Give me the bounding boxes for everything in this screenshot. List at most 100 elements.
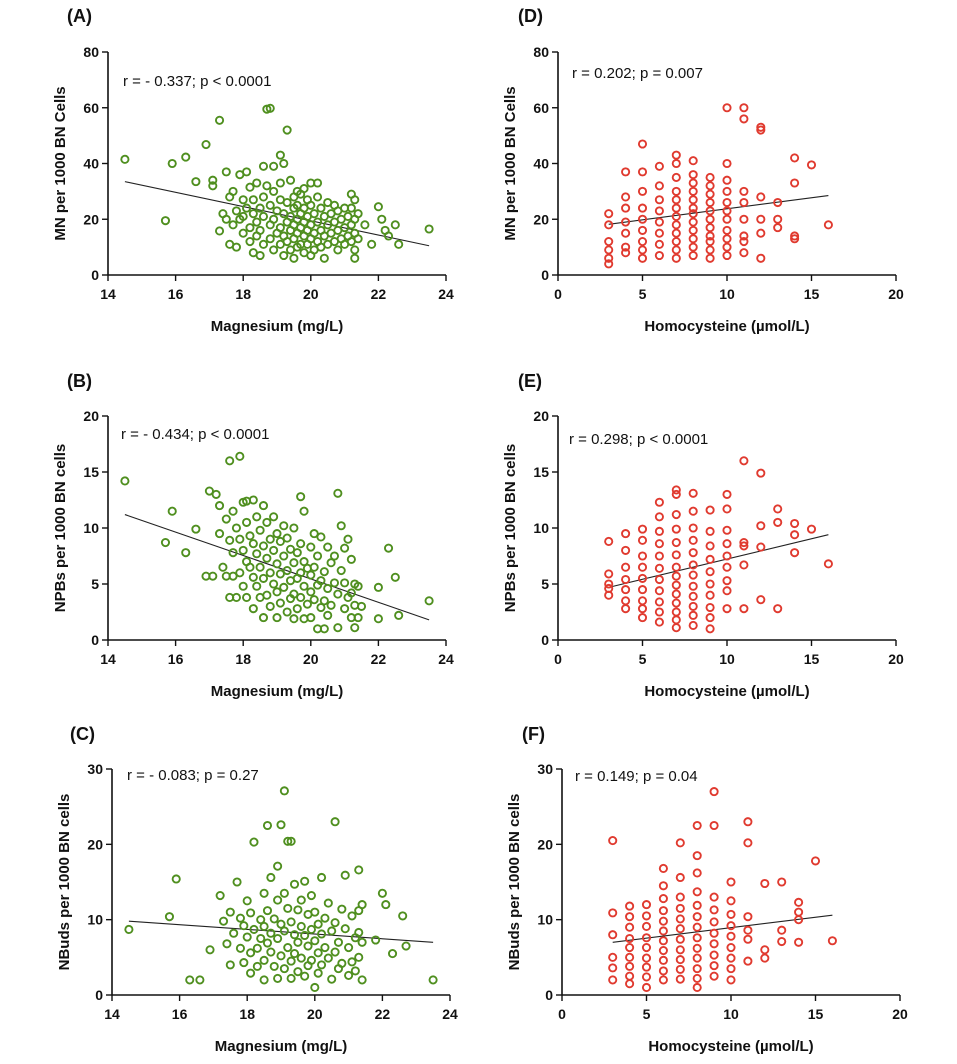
y-axis-title: NPBs per 1000 BN cells	[52, 444, 69, 612]
data-point	[282, 566, 292, 576]
x-tick-label: 18	[235, 651, 251, 667]
data-point	[688, 242, 698, 252]
y-tick-label: 60	[533, 100, 549, 116]
data-point	[310, 982, 320, 993]
y-axis-title: NPBs per 1000 BN cells	[502, 444, 519, 612]
data-point	[343, 534, 353, 544]
data-point	[273, 895, 283, 905]
correlation-stat: r = 0.298; p < 0.0001	[569, 431, 708, 448]
data-point	[688, 209, 698, 219]
data-point	[269, 161, 279, 171]
data-point	[608, 975, 618, 985]
data-point	[286, 836, 296, 846]
data-point	[688, 548, 698, 558]
data-point	[320, 942, 330, 953]
data-point	[259, 975, 269, 985]
data-point	[231, 592, 241, 602]
data-point	[705, 231, 715, 241]
data-point	[120, 154, 130, 164]
data-point	[637, 613, 648, 623]
data-point	[221, 167, 231, 177]
data-point	[242, 203, 252, 213]
data-point	[242, 932, 252, 942]
data-point	[323, 953, 333, 963]
data-point	[181, 548, 191, 558]
data-point	[272, 613, 282, 623]
data-point	[705, 505, 715, 515]
data-point	[621, 529, 631, 539]
data-point	[773, 197, 783, 208]
data-point	[214, 529, 225, 539]
data-point	[790, 548, 800, 558]
data-point	[390, 572, 400, 582]
data-point	[265, 601, 275, 611]
data-point	[248, 539, 258, 549]
data-point	[756, 253, 766, 263]
data-point	[658, 966, 668, 976]
data-point	[604, 259, 614, 269]
data-point	[191, 524, 201, 534]
data-point	[279, 786, 289, 796]
data-point	[262, 906, 273, 916]
data-point	[671, 524, 681, 534]
data-point	[289, 879, 300, 889]
data-point	[637, 225, 648, 235]
data-point	[688, 156, 698, 166]
data-point	[242, 896, 252, 906]
data-point	[705, 206, 715, 216]
data-point	[289, 614, 299, 624]
data-point	[269, 186, 279, 196]
data-point	[675, 945, 685, 955]
data-point	[688, 581, 698, 591]
x-tick-label: 10	[723, 1006, 739, 1022]
data-point	[286, 956, 296, 966]
data-point	[705, 541, 715, 551]
data-point	[671, 550, 681, 560]
data-point	[262, 590, 272, 600]
data-point	[675, 838, 685, 848]
data-point	[756, 468, 766, 478]
x-axis-title: Homocysteine (µmol/L)	[644, 683, 809, 700]
data-point	[245, 531, 255, 541]
data-point	[739, 236, 749, 247]
data-point	[258, 211, 269, 222]
data-point	[692, 851, 702, 861]
data-point	[239, 921, 249, 931]
data-point	[252, 217, 262, 227]
data-point	[333, 589, 343, 599]
data-point	[262, 820, 273, 831]
data-point	[604, 236, 614, 247]
data-point	[604, 245, 614, 255]
data-point	[326, 558, 336, 568]
data-point	[357, 900, 367, 910]
data-point	[248, 604, 258, 614]
scatter-panel: (C) 14 16 18 20 22 24 0 10 20 30 Magnesium (mg/L) NB…	[56, 724, 458, 1055]
data-point	[756, 122, 766, 132]
data-point	[214, 226, 225, 236]
data-point	[756, 542, 766, 552]
x-tick-label: 14	[100, 286, 116, 302]
data-point	[317, 929, 327, 939]
data-point	[722, 214, 732, 224]
data-point	[317, 960, 327, 970]
data-point	[608, 930, 618, 940]
data-point	[320, 913, 330, 923]
correlation-stat: r = - 0.337; p < 0.0001	[123, 73, 271, 90]
data-point	[276, 820, 286, 830]
data-point	[621, 545, 631, 555]
data-point	[722, 504, 732, 514]
data-point	[773, 504, 783, 514]
data-point	[333, 245, 343, 255]
data-point	[688, 217, 698, 227]
data-point	[191, 177, 201, 187]
data-point	[262, 517, 272, 527]
data-point	[279, 551, 289, 561]
data-point	[625, 952, 635, 962]
data-point	[692, 820, 702, 831]
data-point	[424, 224, 434, 234]
data-point	[705, 579, 715, 589]
x-tick-label: 20	[888, 651, 904, 667]
data-point	[350, 245, 360, 255]
y-tick-label: 20	[83, 211, 99, 227]
